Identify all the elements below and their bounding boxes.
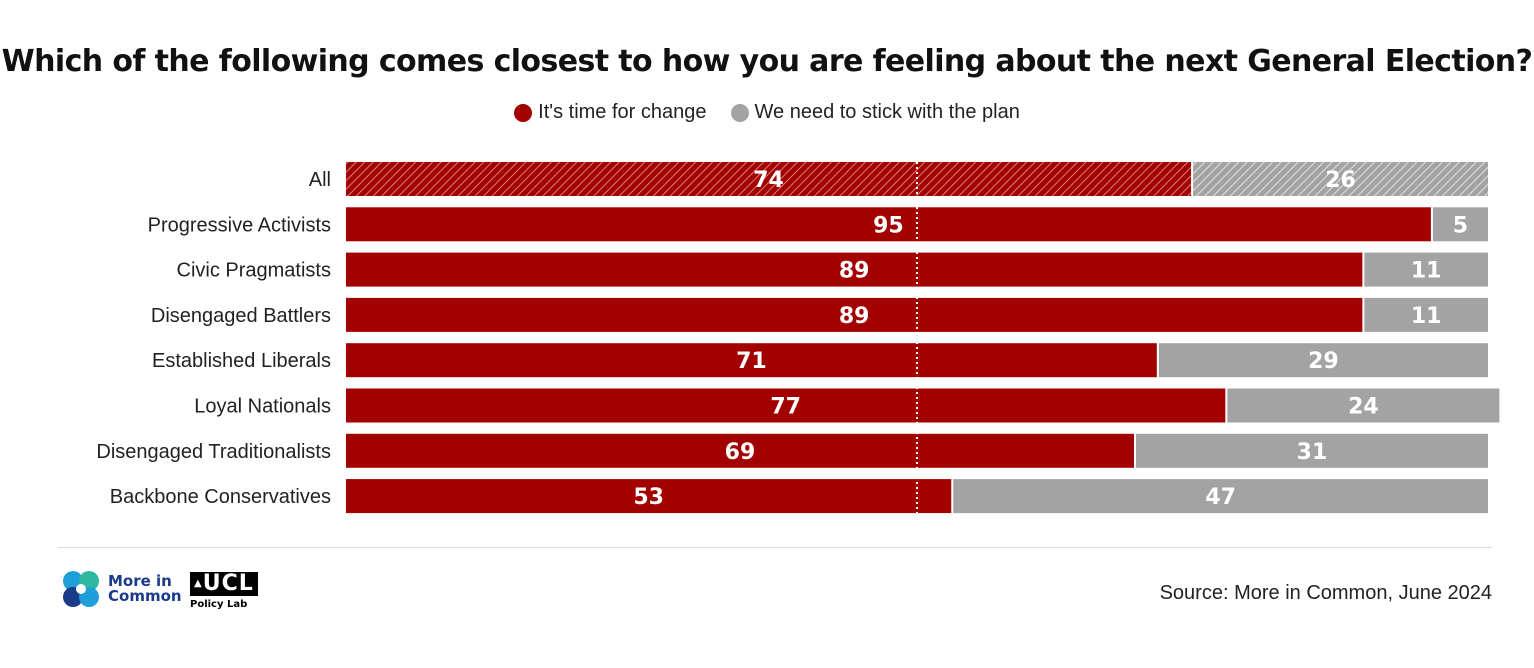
- category-label-civic-pragmatists: Civic Pragmatists: [177, 260, 331, 282]
- value-label-stick-disengaged-battlers: 11: [1411, 304, 1442, 329]
- value-label-stick-disengaged-traditionalists: 31: [1297, 440, 1328, 465]
- ucl-policy-lab-logo: ▲UCL Policy Lab: [190, 572, 258, 610]
- bar-change-disengaged-battlers: [346, 297, 1363, 332]
- footer-divider: [58, 547, 1492, 548]
- legend-label-change: It's time for change: [538, 101, 707, 123]
- category-label-progressive-activists: Progressive Activists: [148, 214, 331, 236]
- value-label-stick-established-liberals: 29: [1308, 349, 1339, 374]
- category-label-loyal-nationals: Loyal Nationals: [194, 396, 331, 418]
- value-label-stick-backbone-conservatives: 47: [1205, 485, 1236, 510]
- bar-change-progressive-activists: [346, 207, 1431, 242]
- legend-item-change: It's time for change: [514, 101, 707, 124]
- value-label-stick-loyal-nationals: 24: [1348, 395, 1379, 420]
- value-label-stick-all: 26: [1325, 168, 1356, 193]
- value-label-change-backbone-conservatives: 53: [633, 485, 664, 510]
- legend-label-stick: We need to stick with the plan: [754, 101, 1020, 123]
- more-in-common-wordmark: More in Common: [108, 574, 182, 604]
- legend: It's time for change We need to stick wi…: [0, 101, 1534, 124]
- value-label-stick-civic-pragmatists: 11: [1411, 259, 1442, 284]
- ucl-policy-lab-label: Policy Lab: [190, 599, 248, 610]
- value-label-change-disengaged-battlers: 89: [839, 304, 870, 329]
- category-label-disengaged-traditionalists: Disengaged Traditionalists: [96, 441, 331, 463]
- bar-change-all: [346, 162, 1192, 196]
- bar-stick-disengaged-traditionalists: [1135, 433, 1488, 468]
- bar-stick-disengaged-battlers: [1364, 297, 1488, 332]
- bar-change-established-liberals: [346, 343, 1157, 378]
- bar-change-disengaged-traditionalists: [346, 433, 1134, 468]
- category-label-all: All: [309, 169, 331, 191]
- bar-stick-all: [1193, 162, 1488, 196]
- bar-stick-progressive-activists: [1432, 207, 1488, 242]
- value-label-change-established-liberals: 71: [736, 349, 767, 374]
- value-label-change-civic-pragmatists: 89: [839, 259, 870, 284]
- value-label-change-loyal-nationals: 77: [770, 395, 801, 420]
- legend-swatch-change: [514, 103, 533, 122]
- category-label-established-liberals: Established Liberals: [152, 350, 331, 372]
- more-in-common-logo: More in Common: [62, 570, 182, 608]
- bar-change-loyal-nationals: [346, 388, 1226, 423]
- value-label-change-disengaged-traditionalists: 69: [725, 440, 756, 465]
- value-label-stick-progressive-activists: 5: [1453, 213, 1468, 238]
- bar-stick-loyal-nationals: [1227, 388, 1500, 423]
- value-label-change-all: 74: [753, 168, 784, 193]
- legend-item-stick: We need to stick with the plan: [730, 101, 1020, 124]
- value-label-change-progressive-activists: 95: [873, 213, 904, 238]
- chart-title: Which of the following comes closest to …: [1, 44, 1533, 79]
- source-note: Source: More in Common, June 2024: [1159, 582, 1492, 604]
- bar-change-civic-pragmatists: [346, 252, 1363, 287]
- bar-change-backbone-conservatives: [346, 479, 952, 514]
- bar-stick-established-liberals: [1158, 343, 1488, 378]
- more-in-common-line1: More in: [108, 572, 172, 590]
- legend-swatch-stick: [730, 103, 749, 122]
- ucl-text: UCL: [202, 571, 254, 596]
- bar-stick-backbone-conservatives: [953, 479, 1488, 514]
- category-label-disengaged-battlers: Disengaged Battlers: [151, 305, 331, 327]
- ucl-dome-icon: ▲: [194, 578, 203, 589]
- ucl-wordmark: ▲UCL: [190, 572, 258, 596]
- category-label-backbone-conservatives: Backbone Conservatives: [110, 486, 331, 508]
- more-in-common-icon: [63, 571, 99, 607]
- more-in-common-line2: Common: [108, 587, 182, 605]
- bar-stick-civic-pragmatists: [1364, 252, 1488, 287]
